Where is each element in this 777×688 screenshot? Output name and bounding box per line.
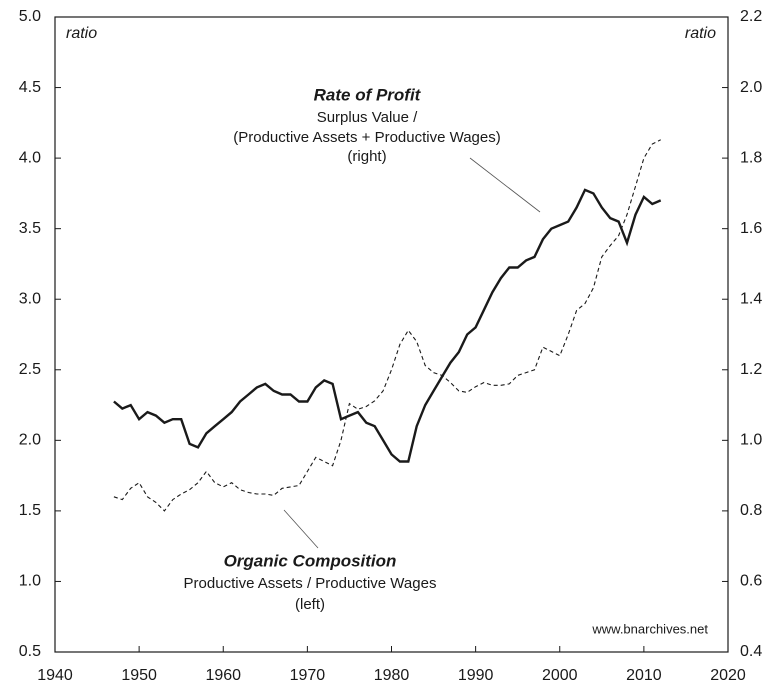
x-tick-label: 2010 [626, 667, 662, 684]
y2-tick-label: 0.8 [740, 502, 762, 519]
y2-axis-label: ratio [685, 25, 716, 42]
series-label: Rate of Profit [314, 85, 422, 104]
series-line [113, 188, 662, 463]
y-tick-label: 3.0 [19, 290, 41, 307]
annotation: (Productive Assets + Productive Wages) [233, 129, 500, 146]
annotation: Productive Assets / Productive Wages [184, 575, 437, 592]
y-tick-label: 1.0 [19, 573, 41, 590]
x-tick-label: 1960 [205, 667, 241, 684]
y-tick-label: 4.0 [19, 149, 41, 166]
y-tick-label: 5.0 [19, 8, 41, 25]
x-tick-label: 1970 [290, 667, 326, 684]
y2-tick-label: 1.6 [740, 220, 762, 237]
y2-tick-label: 0.4 [740, 643, 762, 660]
y2-tick-label: 1.8 [740, 149, 762, 166]
y-tick-label: 0.5 [19, 643, 41, 660]
y2-tick-label: 2.0 [740, 79, 762, 96]
series-label: Organic Composition [224, 551, 397, 570]
y-tick-label: 2.5 [19, 361, 41, 378]
x-tick-label: 1940 [37, 667, 73, 684]
leader-line [469, 157, 541, 213]
y2-tick-label: 1.0 [740, 432, 762, 449]
annotation: Surplus Value / [317, 109, 418, 126]
leader-line [283, 509, 319, 549]
y2-tick-label: 1.2 [740, 361, 762, 378]
y2-tick-label: 0.6 [740, 573, 762, 590]
y-tick-label: 1.5 [19, 502, 41, 519]
series-line [113, 139, 661, 512]
x-tick-label: 1980 [374, 667, 410, 684]
annotation: (right) [347, 148, 386, 165]
x-tick-label: 2020 [710, 667, 746, 684]
x-tick-label: 1950 [121, 667, 157, 684]
y-tick-label: 4.5 [19, 79, 41, 96]
source: www.bnarchives.net [591, 621, 708, 636]
y2-tick-label: 2.2 [740, 8, 762, 25]
y-tick-label: 3.5 [19, 220, 41, 237]
y-axis-label: ratio [66, 25, 97, 42]
y2-tick-label: 1.4 [740, 290, 762, 307]
annotation: (left) [295, 596, 325, 613]
x-tick-label: 2000 [542, 667, 578, 684]
x-tick-label: 1990 [458, 667, 494, 684]
y-tick-label: 2.0 [19, 432, 41, 449]
